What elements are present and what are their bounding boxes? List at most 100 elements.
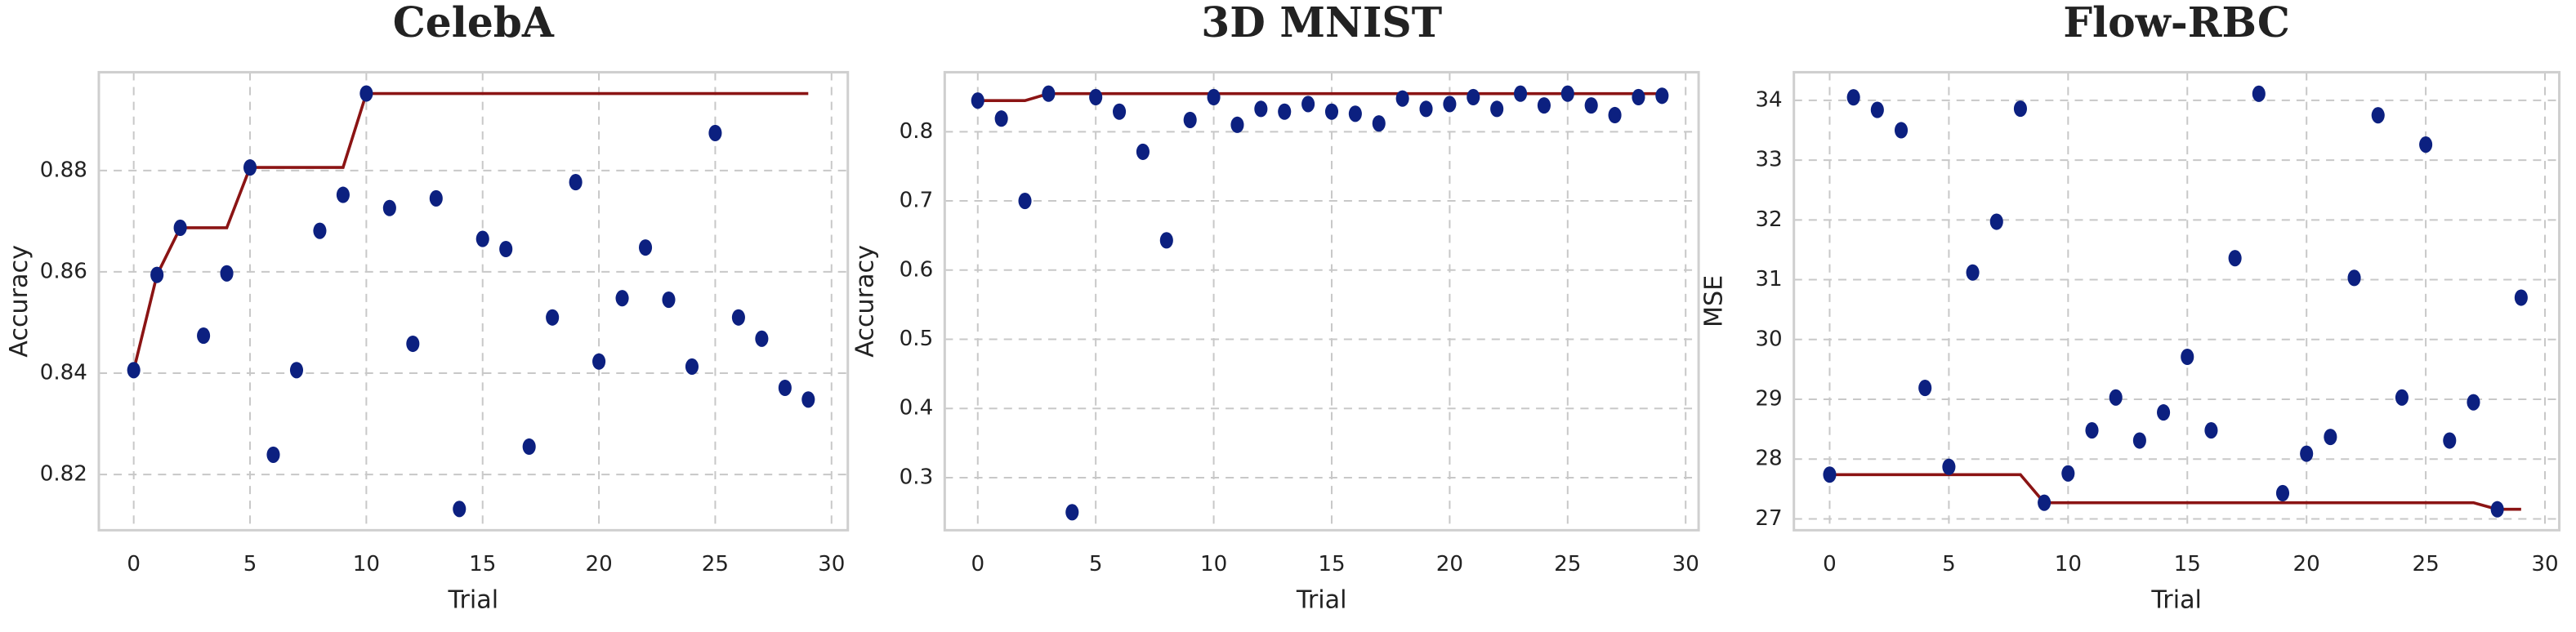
best-line	[132, 91, 809, 371]
trial-point	[2514, 289, 2528, 306]
trial-point	[1989, 213, 2003, 230]
trial-point	[2109, 389, 2123, 406]
x-tick-label: 5	[243, 552, 257, 576]
x-tick-label: 10	[2055, 552, 2082, 576]
trial-point	[1065, 504, 1079, 521]
trial-point	[1278, 103, 1292, 120]
trial-point	[266, 446, 280, 463]
trial-point	[1230, 116, 1244, 133]
x-tick-label: 15	[1318, 552, 1345, 576]
x-tick-label: 10	[353, 552, 380, 576]
trial-point	[1324, 103, 1339, 120]
trial-point	[2132, 432, 2146, 449]
trial-point	[1159, 232, 1173, 249]
trial-point	[1443, 96, 1457, 113]
best-line	[1829, 473, 2521, 511]
trial-point	[475, 230, 489, 247]
trial-point	[1042, 85, 1056, 102]
trial-point	[1467, 88, 1480, 106]
trial-point	[127, 362, 141, 379]
x-axis-label: Trial	[1296, 585, 1347, 614]
trial-point	[2467, 394, 2480, 411]
trial-point	[313, 222, 327, 239]
x-tick-label: 25	[1554, 552, 1581, 576]
trial-point	[592, 353, 606, 370]
x-tick-label: 25	[2412, 552, 2439, 576]
trial-point	[638, 239, 653, 256]
x-tick-label: 10	[1200, 552, 1227, 576]
x-tick-label: 15	[2174, 552, 2201, 576]
y-tick-label: 28	[1755, 447, 1782, 471]
trial-point	[1608, 106, 1622, 124]
y-tick-label: 0.86	[40, 259, 87, 283]
plot-frame	[1792, 70, 2561, 532]
x-tick-label: 20	[585, 552, 612, 576]
trial-point	[2252, 85, 2266, 102]
x-tick-label: 30	[2531, 552, 2558, 576]
trial-point	[2061, 465, 2075, 482]
trial-point	[569, 174, 583, 191]
trial-point	[1395, 90, 1409, 107]
trial-point	[546, 309, 560, 326]
y-tick-label: 34	[1755, 87, 1782, 112]
x-tick-label: 5	[1089, 552, 1103, 576]
trial-point	[1254, 100, 1268, 118]
plot-frame	[97, 70, 850, 532]
y-tick-label: 33	[1755, 148, 1782, 172]
trial-point	[1183, 111, 1197, 128]
x-tick-label: 0	[971, 552, 984, 576]
trial-point	[2443, 432, 2457, 449]
chart-title: 3D MNIST	[1201, 0, 1442, 47]
trial-point	[453, 501, 467, 518]
trial-point	[1966, 264, 1980, 281]
trial-point	[801, 391, 815, 408]
y-tick-label: 0.6	[900, 257, 934, 282]
trial-point	[243, 159, 257, 176]
trial-point	[2228, 250, 2242, 267]
trial-point	[1490, 100, 1504, 118]
y-tick-label: 0.84	[40, 361, 87, 385]
y-tick-label: 0.88	[40, 158, 87, 182]
trial-point	[1823, 466, 1837, 483]
trial-point	[2419, 136, 2433, 154]
y-tick-label: 32	[1755, 207, 1782, 232]
x-tick-label: 30	[1672, 552, 1699, 576]
x-tick-label: 25	[702, 552, 729, 576]
trial-point	[382, 199, 396, 216]
trial-point	[1136, 143, 1150, 160]
trial-point	[1942, 458, 1956, 475]
trial-point	[1018, 192, 1032, 210]
best-line	[977, 91, 1663, 103]
y-tick-label: 0.7	[900, 189, 934, 213]
x-tick-label: 30	[818, 552, 845, 576]
trial-point	[1372, 115, 1386, 132]
trial-point	[1894, 122, 1909, 139]
trial-point	[2275, 484, 2290, 502]
trial-point	[755, 330, 769, 347]
y-axis-label: Accuracy	[5, 245, 33, 358]
y-axis-label: MSE	[1700, 275, 1729, 327]
y-tick-label: 27	[1755, 506, 1782, 531]
x-tick-label: 20	[2293, 552, 2320, 576]
trial-point	[1419, 100, 1433, 118]
trial-point	[685, 358, 699, 375]
trial-point	[2085, 422, 2099, 439]
trial-point	[731, 309, 745, 326]
x-tick-label: 0	[1823, 552, 1837, 576]
x-tick-label: 20	[1436, 552, 1463, 576]
trial-point	[1560, 85, 1574, 102]
x-tick-label: 5	[1942, 552, 1956, 576]
trial-point	[1632, 88, 1645, 106]
chart-title: CelebA	[393, 0, 555, 47]
trial-point	[778, 379, 792, 397]
trial-point	[2490, 501, 2504, 518]
trial-point	[150, 266, 164, 283]
trial-point	[1301, 96, 1315, 113]
y-tick-label: 0.4	[900, 396, 934, 421]
y-tick-label: 0.3	[900, 465, 934, 489]
trial-point	[173, 219, 187, 236]
x-axis-label: Trial	[2150, 585, 2202, 614]
y-tick-label: 0.82	[40, 462, 87, 487]
trial-point	[1584, 97, 1598, 114]
